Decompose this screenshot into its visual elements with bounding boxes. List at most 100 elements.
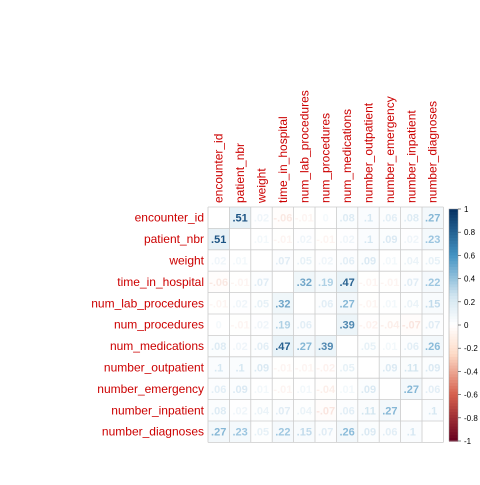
- cell-number_emergency-time_in_hospital: [272, 378, 294, 400]
- cell-value-number_outpatient-weight: .09: [254, 363, 269, 375]
- cell-encounter_id-number_diagnoses: [422, 207, 444, 229]
- colorbar-segment: [449, 362, 458, 367]
- heatmap-grid: [207, 206, 444, 443]
- cell-time_in_hospital-number_inpatient: [400, 271, 422, 293]
- cell-number_outpatient-encounter_id: [208, 356, 230, 379]
- cell-value-num_procedures-num_medications: .39: [339, 320, 354, 332]
- colorbar-segment: [449, 429, 458, 433]
- cell-number_outpatient-number_emergency: [379, 356, 401, 379]
- cell-value-encounter_id-num_medications: .08: [339, 213, 354, 225]
- cell-patient_nbr-encounter_id: [208, 228, 230, 250]
- colorbar-segment: [449, 319, 458, 323]
- colorbar-segment: [449, 368, 458, 372]
- cell-value-time_in_hospital-number_inpatient: .07: [404, 277, 419, 289]
- cell-num_procedures-time_in_hospital: [272, 314, 294, 336]
- column-label-number_diagnoses: number_diagnoses: [426, 101, 440, 203]
- column-label-number_inpatient: number_inpatient: [404, 110, 418, 203]
- cell-weight-number_inpatient: [400, 249, 422, 272]
- cell-value-num_procedures-number_emergency: -.04: [380, 320, 400, 332]
- colorbar-segment: [449, 409, 458, 413]
- cell-value-weight-num_procedures: .02: [318, 256, 333, 268]
- colorbar-segment: [449, 220, 458, 225]
- cell-value-num_medications-time_in_hospital: .47: [275, 341, 290, 353]
- colorbar-segment: [449, 307, 458, 312]
- colorbar-segment: [449, 336, 458, 341]
- colorbar-segment: [449, 284, 458, 288]
- column-label-num_procedures: num_procedures: [319, 113, 333, 203]
- cell-number_diagnoses-weight: [250, 421, 273, 443]
- cell-weight-number_emergency: [379, 249, 401, 272]
- cell-patient_nbr-number_diagnoses: [422, 228, 444, 250]
- cell-value-encounter_id-weight: .02: [254, 213, 269, 225]
- cell-num_medications-number_outpatient: [357, 335, 380, 357]
- cell-patient_nbr-number_inpatient: [400, 228, 422, 250]
- colorbar-tick-label: 0.6: [464, 251, 476, 260]
- cell-value-num_lab_procedures-encounter_id: -.01: [209, 298, 228, 310]
- cell-value-weight-num_lab_procedures: .05: [297, 256, 312, 268]
- cell-num_medications-number_emergency: [379, 335, 401, 357]
- cell-value-weight-num_medications: .06: [339, 256, 354, 268]
- cell-number_diagnoses-num_procedures: [315, 421, 337, 443]
- column-label-num_lab_procedures: num_lab_procedures: [297, 90, 311, 203]
- cell-number_emergency-num_procedures: [315, 378, 337, 400]
- cell-number_outpatient-num_lab_procedures: [293, 356, 315, 379]
- colorbar-segment: [449, 400, 458, 404]
- cell-number_outpatient-num_procedures: [315, 356, 337, 379]
- colorbar-tick-label: -0.8: [464, 414, 478, 423]
- colorbar-segment: [449, 351, 458, 355]
- colorbar-segment: [449, 223, 458, 227]
- cell-time_in_hospital-number_emergency: [379, 271, 401, 293]
- cell-value-patient_nbr-time_in_hospital: -.01: [273, 234, 292, 246]
- colorbar-tick-label: 0.8: [464, 228, 476, 237]
- colorbar-segment: [449, 388, 458, 393]
- colorbar-segment: [449, 310, 458, 314]
- column-label-num_medications: num_medications: [340, 109, 354, 203]
- cell-value-time_in_hospital-patient_nbr: -.01: [231, 277, 250, 289]
- cell-value-patient_nbr-num_procedures: -.01: [316, 234, 335, 246]
- cell-number_emergency-weight: [250, 378, 273, 400]
- cell-value-weight-number_diagnoses: .05: [425, 256, 440, 268]
- cell-encounter_id-num_procedures: [315, 207, 337, 229]
- cell-value-number_outpatient-patient_nbr: .1: [236, 363, 245, 375]
- colorbar-tick-label: -0.6: [464, 391, 478, 400]
- colorbar-segment: [449, 333, 458, 338]
- cell-value-number_emergency-num_lab_procedures: .01: [297, 384, 312, 396]
- colorbar-segment: [449, 255, 458, 259]
- colorbar-segment: [449, 354, 458, 358]
- cell-value-number_emergency-number_outpatient: .09: [361, 384, 376, 396]
- cell-value-number_inpatient-num_medications: .06: [339, 405, 354, 417]
- colorbar-tick-label: 0.4: [464, 275, 476, 284]
- colorbar-segment: [449, 217, 458, 222]
- cell-value-num_lab_procedures-weight: .05: [254, 298, 269, 310]
- cell-number_outpatient-time_in_hospital: [272, 356, 294, 379]
- colorbar-segment: [449, 304, 458, 309]
- cell-num_lab_procedures-weight: [250, 292, 273, 314]
- cell-value-num_procedures-number_inpatient: -.07: [402, 320, 421, 332]
- cell-value-patient_nbr-number_outpatient: .1: [364, 234, 373, 246]
- colorbar-segment: [449, 267, 458, 271]
- cell-encounter_id-num_medications: [336, 207, 358, 229]
- colorbar-segment: [449, 226, 458, 230]
- cell-value-number_emergency-num_medications: .01: [339, 384, 354, 396]
- cell-value-number_inpatient-patient_nbr: .02: [232, 405, 247, 417]
- cell-value-number_diagnoses-num_lab_procedures: .15: [297, 427, 312, 439]
- colorbar-segment: [449, 214, 458, 219]
- column-label-encounter_id: encounter_id: [212, 134, 226, 203]
- colorbar-segment: [449, 403, 458, 407]
- colorbar-segment: [449, 264, 458, 268]
- colorbar-segment: [449, 261, 458, 265]
- colorbar-segment: [449, 426, 458, 430]
- cell-value-num_lab_procedures-number_diagnoses: .15: [425, 298, 440, 310]
- cell-value-number_diagnoses-number_outpatient: .09: [361, 427, 376, 439]
- cell-num_lab_procedures-encounter_id: [208, 292, 230, 314]
- cell-value-number_emergency-weight: .01: [254, 384, 269, 396]
- cell-number_diagnoses-time_in_hospital: [272, 421, 294, 443]
- colorbar-segment: [449, 287, 458, 291]
- cell-value-number_emergency-number_diagnoses: .06: [425, 384, 440, 396]
- row-label-number_diagnoses: number_diagnoses: [102, 425, 204, 439]
- cell-value-time_in_hospital-number_emergency: -.01: [380, 277, 399, 289]
- row-label-num_medications: num_medications: [110, 339, 204, 353]
- cell-time_in_hospital-num_medications: [336, 271, 358, 293]
- cell-value-number_diagnoses-encounter_id: .27: [211, 427, 226, 439]
